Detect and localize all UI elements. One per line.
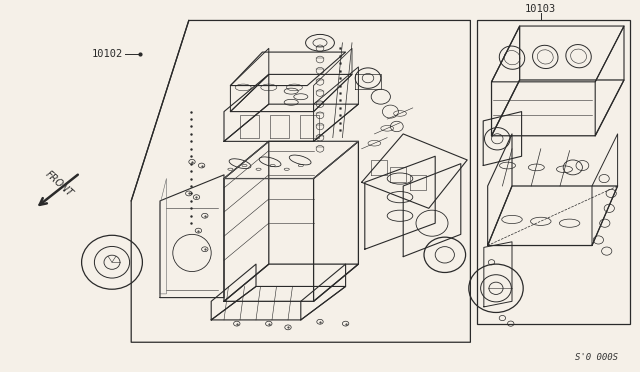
Text: 10103: 10103 — [525, 4, 556, 14]
Text: FRONT: FRONT — [44, 169, 76, 198]
Text: S'0 000S: S'0 000S — [575, 353, 618, 362]
Bar — [477, 20, 630, 324]
Text: 10102: 10102 — [92, 49, 123, 59]
